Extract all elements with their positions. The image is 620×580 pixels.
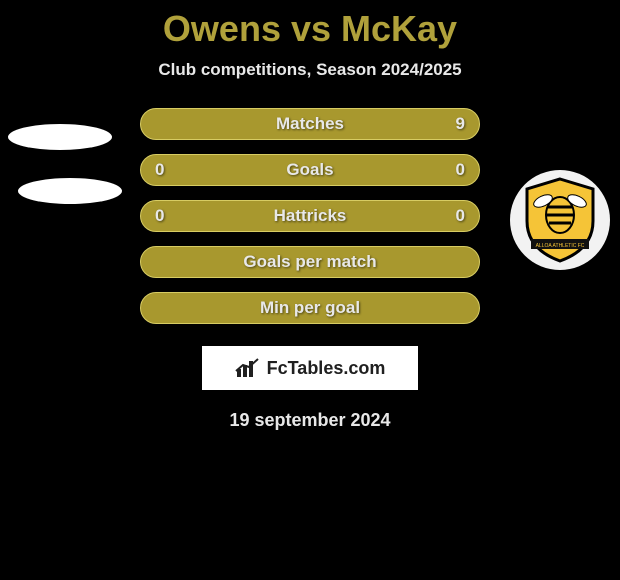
stat-row-hattricks: 0 Hattricks 0 — [140, 200, 480, 232]
stat-row-goals-per-match: Goals per match — [140, 246, 480, 278]
team-crest: ALLOA ATHLETIC FC — [510, 170, 610, 270]
date-text: 19 september 2024 — [0, 410, 620, 431]
page-title: Owens vs McKay — [0, 0, 620, 50]
stat-right-value: 0 — [445, 160, 465, 180]
stat-label: Goals per match — [243, 252, 376, 272]
stat-label: Hattricks — [274, 206, 347, 226]
brand-text: FcTables.com — [267, 358, 386, 379]
stat-row-matches: Matches 9 — [140, 108, 480, 140]
stat-label: Matches — [276, 114, 344, 134]
stat-left-value: 0 — [155, 206, 175, 226]
stats-rows: Matches 9 0 Goals 0 0 Hattricks 0 Goals … — [140, 108, 480, 324]
stat-row-goals: 0 Goals 0 — [140, 154, 480, 186]
stat-left-value: 0 — [155, 160, 175, 180]
shield-icon: ALLOA ATHLETIC FC — [521, 177, 599, 263]
stat-row-min-per-goal: Min per goal — [140, 292, 480, 324]
stat-right-value: 0 — [445, 206, 465, 226]
crest-banner-text: ALLOA ATHLETIC FC — [536, 243, 585, 249]
bar-chart-icon — [235, 357, 261, 379]
stat-label: Goals — [286, 160, 333, 180]
brand-badge[interactable]: FcTables.com — [202, 346, 418, 390]
left-player-ellipse-1 — [8, 124, 112, 150]
left-player-ellipse-2 — [18, 178, 122, 204]
stat-right-value: 9 — [445, 114, 465, 134]
page-subtitle: Club competitions, Season 2024/2025 — [0, 60, 620, 80]
stat-label: Min per goal — [260, 298, 360, 318]
